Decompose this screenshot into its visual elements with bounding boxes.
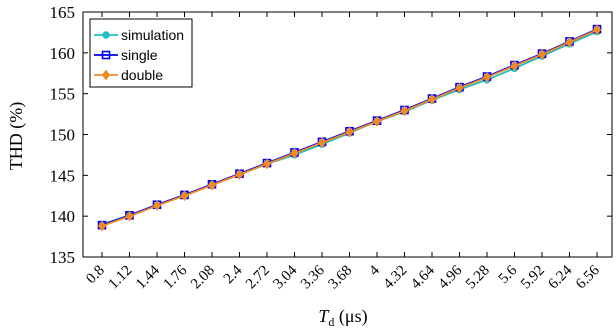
x-tick-label: 3.68 [325,263,355,293]
legend-label: single [121,47,158,63]
y-tick-label: 140 [50,207,76,226]
data-point [125,210,134,222]
data-point [180,190,189,202]
data-point [290,147,299,159]
data-point [317,137,327,148]
legend-label: double [121,67,163,83]
data-point [427,94,437,105]
x-tick-label: 4.32 [380,263,410,293]
legend-item-simulation: simulation [94,27,184,43]
x-tick-label: 2.72 [243,263,273,293]
data-point [207,179,217,191]
y-tick-label: 160 [50,44,76,63]
x-tick-label: 1.44 [133,262,163,292]
data-point [510,60,519,72]
data-point [262,158,272,170]
x-tick-label: 4 [366,262,383,279]
legend: simulation single double [89,18,193,88]
data-point [537,49,547,60]
data-point [592,24,602,36]
y-tick-label: 150 [50,126,76,145]
data-point [102,31,110,39]
x-tick-label: 2.4 [221,262,246,287]
data-point [235,169,244,180]
series-double [97,24,602,232]
legend-item-single: single [94,47,158,63]
y-tick-label: 135 [50,248,76,267]
x-tick-label: 1.12 [105,263,135,293]
x-tick-label: 6.56 [573,262,603,292]
data-point [345,126,354,138]
x-tick-label: 3.36 [298,262,328,292]
series [97,24,602,232]
data-point [152,200,162,211]
x-axis-label-subscript: d [328,315,334,329]
x-axis-label-symbol: T [318,306,330,326]
x-axis-label: Td (μs) [318,306,367,329]
x-tick-label: 2.08 [188,263,218,293]
y-tick-label: 165 [50,3,76,22]
data-point [101,50,111,60]
x-tick-label: 0.8 [83,263,108,288]
data-point [101,69,111,81]
x-tick-label: 4.96 [435,262,465,292]
legend-item-double: double [94,67,163,83]
data-point [400,105,409,117]
x-tick-label: 6.24 [545,262,575,292]
x-tick-label: 5.92 [518,263,548,293]
data-point [482,72,492,83]
y-axis-label: THD (%) [6,102,27,170]
x-axis-label-unit: (μs) [334,306,367,327]
x-tick-label: 5.6 [496,262,521,287]
x-tick-label: 4.64 [408,262,438,292]
data-point [97,220,107,232]
data-point [455,82,464,94]
data-point [372,116,382,127]
y-ticks: 135 140 145 150 155 160 165 [50,3,612,267]
x-tick-label: 5.28 [463,263,493,293]
y-tick-label: 155 [50,85,76,104]
data-point [565,36,574,48]
legend-label: simulation [121,27,184,43]
x-tick-label: 1.76 [160,262,190,292]
y-tick-label: 145 [50,166,76,185]
x-tick-label: 3.04 [270,262,300,292]
